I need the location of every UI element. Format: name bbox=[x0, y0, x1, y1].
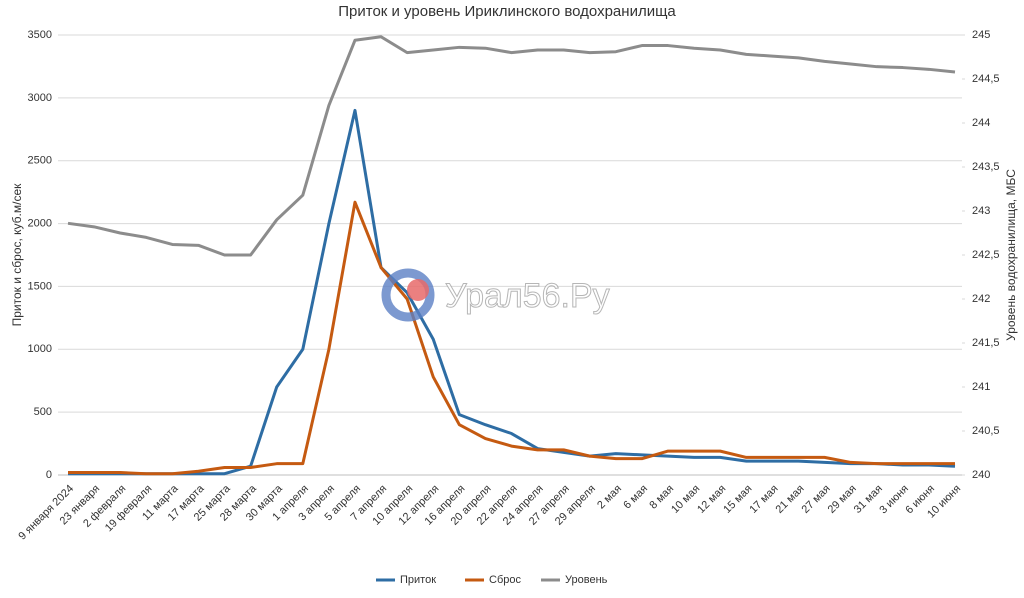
watermark-dot bbox=[407, 279, 429, 301]
y-tick-label: 500 bbox=[34, 406, 52, 418]
y-axis-label: Приток и сброс, куб.м/сек bbox=[10, 183, 24, 327]
series-line bbox=[68, 108, 956, 476]
x-tick-label: 2 мая bbox=[595, 483, 624, 512]
legend-label: Уровень bbox=[565, 574, 608, 586]
y-tick-label: 3000 bbox=[28, 92, 52, 104]
legend-label: Сброс bbox=[489, 574, 521, 586]
y2-tick-label: 240,5 bbox=[972, 425, 1000, 437]
watermark-logo bbox=[381, 268, 435, 322]
y-tick-label: 1500 bbox=[28, 280, 52, 292]
y-tick-label: 2500 bbox=[28, 155, 52, 167]
y-tick-label: 2000 bbox=[28, 217, 52, 229]
legend: Приток Сброс Уровень bbox=[376, 574, 608, 586]
y2-tick-label: 243,5 bbox=[972, 161, 1000, 173]
y2-tick-label: 244,5 bbox=[972, 73, 1000, 85]
y2-tick-label: 244 bbox=[972, 117, 990, 129]
y2-tick-label: 242 bbox=[972, 293, 990, 305]
series-line bbox=[67, 35, 956, 257]
y2-axis-label: Уровень водохранилища, МБС bbox=[1004, 169, 1018, 341]
legend-label: Приток bbox=[400, 574, 436, 586]
lines bbox=[67, 35, 956, 476]
y2-tick-label: 241,5 bbox=[972, 337, 1000, 349]
grid bbox=[58, 34, 965, 476]
y2-tick-label: 241 bbox=[972, 381, 990, 393]
y-tick-label: 3500 bbox=[28, 29, 52, 41]
x-tick-label: 6 мая bbox=[621, 483, 650, 512]
y2-tick-label: 245 bbox=[972, 29, 990, 41]
y-tick-label: 0 bbox=[46, 469, 52, 481]
y2-tick-label: 243 bbox=[972, 205, 990, 217]
chart-title: Приток и уровень Ириклинского водохранил… bbox=[338, 3, 676, 20]
watermark: Урал56.Ру bbox=[445, 277, 610, 315]
series-line bbox=[68, 200, 955, 476]
y-tick-label: 1000 bbox=[28, 343, 52, 355]
y2-tick-label: 240 bbox=[972, 469, 990, 481]
y2-tick-label: 242,5 bbox=[972, 249, 1000, 261]
